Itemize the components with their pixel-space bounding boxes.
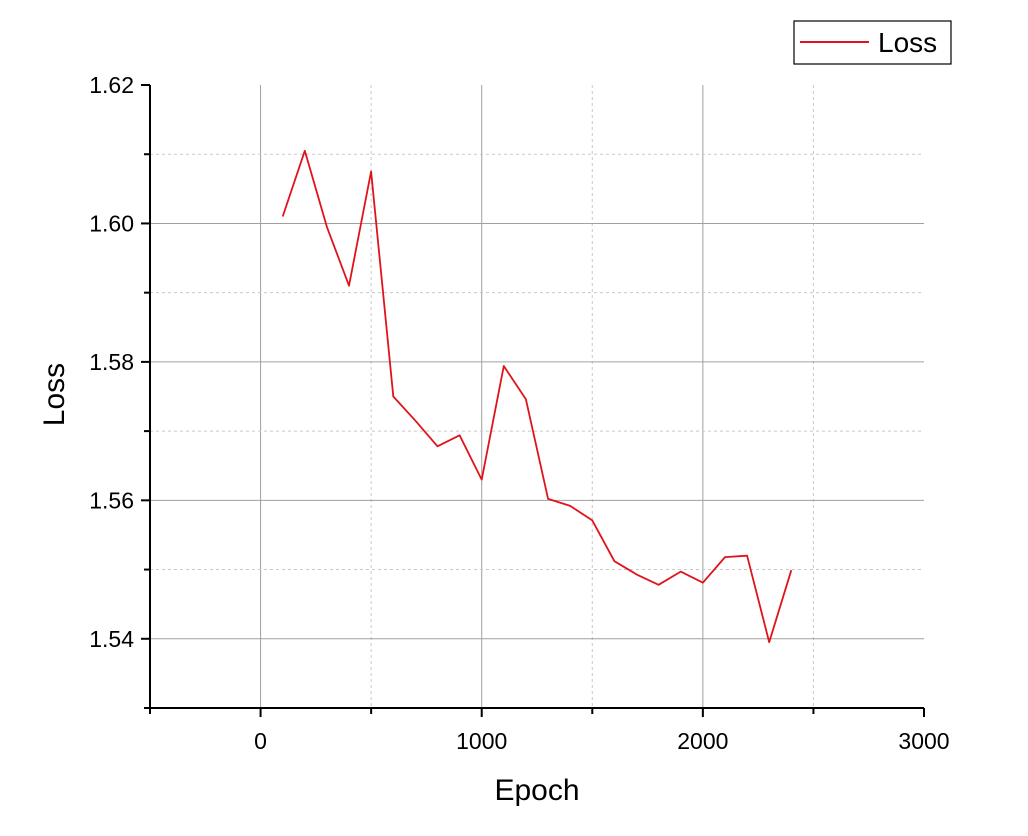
legend: Loss — [793, 20, 952, 65]
y-tick-label: 1.54 — [89, 626, 134, 652]
x-tick-label: 2000 — [677, 728, 728, 754]
grid-layer — [150, 85, 924, 708]
y-axis-label: Loss — [38, 363, 71, 426]
y-tick-label: 1.62 — [89, 72, 134, 98]
y-tick-label: 1.58 — [89, 349, 134, 375]
series-line-loss — [281, 149, 793, 644]
x-tick-label: 3000 — [898, 728, 949, 754]
y-tick-label: 1.56 — [89, 487, 134, 513]
ticks-layer: 0 1000 2000 3000 1.54 1.56 1.58 1.60 1.62 — [89, 72, 949, 754]
legend-label-loss: Loss — [878, 27, 937, 58]
y-tick-label: 1.60 — [89, 210, 134, 236]
x-tick-label: 0 — [254, 728, 267, 754]
x-axis-label: Epoch — [494, 774, 579, 807]
x-tick-label: 1000 — [456, 728, 507, 754]
axes-layer — [149, 85, 924, 709]
series-layer — [281, 149, 793, 644]
